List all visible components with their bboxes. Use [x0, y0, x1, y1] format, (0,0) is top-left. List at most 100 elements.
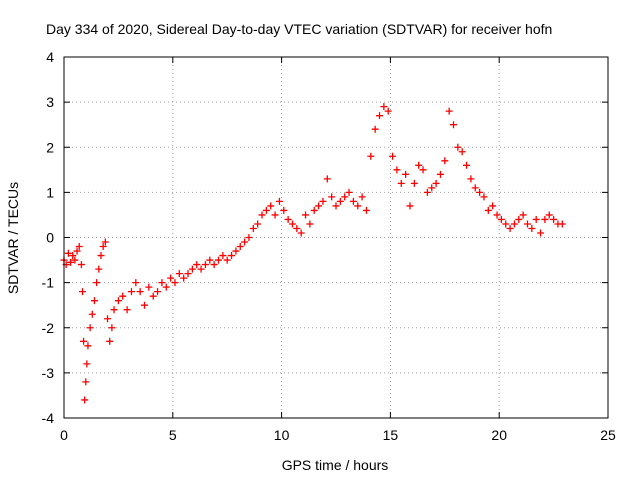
y-tick-label: 3	[46, 94, 54, 110]
data-point	[463, 161, 471, 169]
data-point	[454, 143, 462, 151]
data-point	[136, 288, 144, 296]
data-point	[154, 288, 162, 296]
data-point	[119, 292, 127, 300]
data-point	[88, 310, 96, 318]
y-tick-label: 1	[46, 184, 54, 200]
data-point	[73, 247, 81, 255]
data-point	[188, 265, 196, 273]
data-point	[306, 220, 314, 228]
data-point	[323, 175, 331, 183]
data-points	[60, 103, 566, 404]
data-point	[523, 220, 531, 228]
data-point	[410, 179, 418, 187]
data-point	[545, 211, 553, 219]
data-point	[95, 265, 103, 273]
data-point	[271, 211, 279, 219]
data-point	[502, 220, 510, 228]
data-point	[302, 211, 310, 219]
x-tick-label: 15	[383, 427, 399, 443]
data-point	[328, 193, 336, 201]
data-point	[284, 215, 292, 223]
y-tick-label: -4	[42, 410, 55, 426]
data-point	[123, 306, 131, 314]
data-point	[275, 197, 283, 205]
data-point	[158, 279, 166, 287]
data-point	[99, 243, 107, 251]
data-point	[293, 224, 301, 232]
data-point	[110, 306, 118, 314]
data-point	[241, 238, 249, 246]
data-point	[332, 202, 340, 210]
data-point	[141, 301, 149, 309]
data-point	[519, 211, 527, 219]
data-point	[232, 247, 240, 255]
data-point	[362, 206, 370, 214]
data-point	[436, 170, 444, 178]
data-point	[445, 107, 453, 115]
data-point	[506, 224, 514, 232]
data-point	[297, 229, 305, 237]
data-point	[397, 179, 405, 187]
data-point	[228, 252, 236, 260]
data-point	[484, 206, 492, 214]
y-tick-label: 2	[46, 139, 54, 155]
data-point	[528, 224, 536, 232]
data-point	[319, 197, 327, 205]
data-point	[69, 252, 77, 260]
x-tick-label: 0	[60, 427, 68, 443]
y-tick-label: -1	[42, 275, 55, 291]
data-point	[80, 337, 88, 345]
data-point	[267, 202, 275, 210]
data-point	[77, 261, 85, 269]
data-point	[201, 261, 209, 269]
data-point	[458, 148, 466, 156]
data-point	[262, 206, 270, 214]
x-tick-label: 20	[491, 427, 507, 443]
data-point	[384, 107, 392, 115]
data-point	[419, 166, 427, 174]
data-point	[149, 292, 157, 300]
grid	[64, 57, 608, 418]
data-point	[84, 342, 92, 350]
data-point	[67, 258, 75, 266]
data-point	[471, 184, 479, 192]
y-tick-label: 0	[46, 230, 54, 246]
data-point	[171, 279, 179, 287]
data-point	[86, 324, 94, 332]
data-point	[376, 112, 384, 120]
data-point	[358, 193, 366, 201]
data-point	[476, 188, 484, 196]
data-point	[245, 234, 253, 241]
data-point	[341, 193, 349, 201]
data-point	[97, 252, 105, 260]
data-point	[537, 229, 545, 237]
data-point	[428, 184, 436, 192]
data-point	[288, 220, 296, 228]
data-point	[180, 274, 188, 282]
data-point	[127, 288, 135, 296]
data-point	[81, 396, 89, 404]
data-point	[558, 220, 566, 228]
data-point	[104, 315, 112, 323]
x-tick-labels: 0 5 10 15 20 25	[60, 427, 616, 443]
data-point	[184, 270, 192, 278]
data-point	[193, 261, 201, 269]
data-point	[467, 175, 475, 183]
data-point	[108, 324, 116, 332]
data-point	[415, 161, 423, 169]
y-tick-label: -2	[42, 320, 55, 336]
data-point	[489, 202, 497, 210]
data-point	[249, 224, 257, 232]
data-point	[310, 206, 318, 214]
data-point	[515, 215, 523, 223]
data-point	[114, 297, 122, 305]
data-point	[441, 157, 449, 165]
data-point	[236, 243, 244, 251]
x-axis-label: GPS time / hours	[282, 457, 389, 473]
y-axis-label: SDTVAR / TECUs	[5, 182, 21, 294]
data-point	[223, 256, 231, 264]
data-point	[432, 179, 440, 187]
data-point	[75, 243, 83, 251]
data-point	[101, 238, 109, 246]
